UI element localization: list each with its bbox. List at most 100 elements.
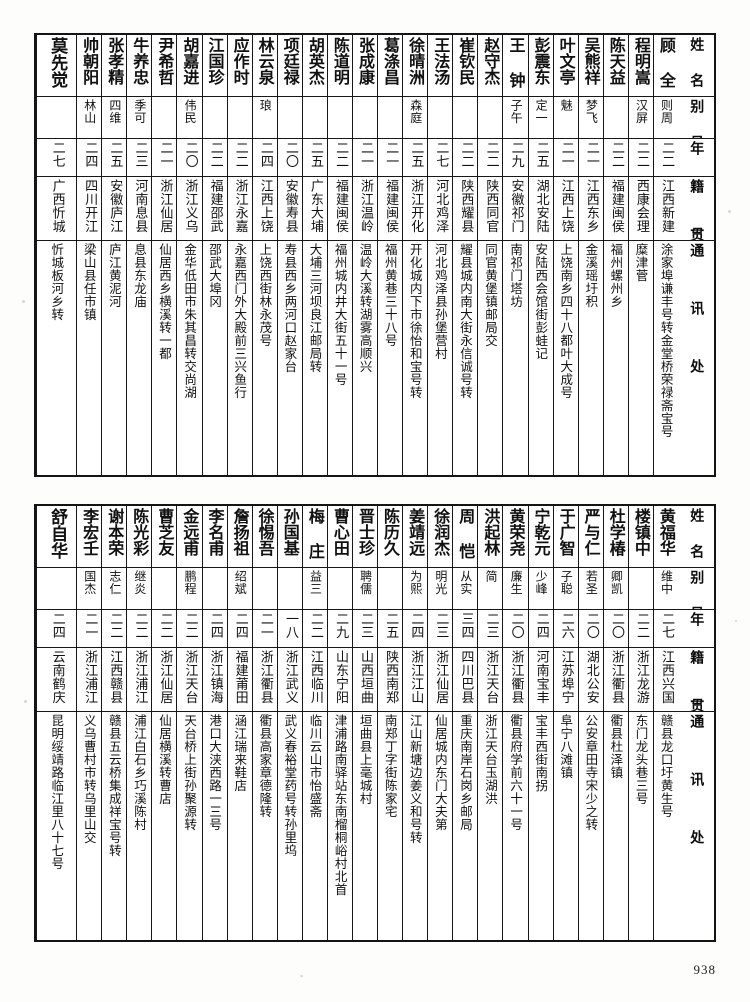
roster-table-top: 姓 名别 号年 龄籍 贯通 讯 处顾 全则周 二二 江西新建 涂家埠谦丰号转金堂桥荣禄… (34, 33, 716, 477)
person-column: 程明嵩 汉屏 二二 西康会理 糜津菅 (627, 35, 653, 475)
cell-origin: 浙江龙游 (628, 648, 653, 712)
text-alias: 卿凯 (609, 570, 624, 595)
text-origin: 福建邵武 (207, 179, 223, 233)
cell-origin: 山西垣曲 (352, 648, 378, 712)
roster-table-bottom: 姓 名别 号年 龄籍 贯通 讯 处黄福华 维中 二七 江西兴国 赣县龙口圩黄生号 楼镇中二… (34, 504, 716, 942)
cell-age: 二六 (553, 610, 578, 648)
cell-age: 二七 (653, 610, 678, 648)
text-alias: 子聪 (559, 570, 574, 595)
cell-address: 赣县五云桥集成祥宝号转 (102, 712, 126, 940)
text-age: 二四 (82, 141, 98, 168)
cell-address: 金溪瑶圩积 (579, 241, 603, 475)
text-age: 二二 (634, 141, 650, 168)
text-name: 楼镇中 (631, 508, 651, 556)
text-alias: 少峰 (534, 570, 549, 595)
cell-age: 二〇 (277, 139, 302, 177)
cell-origin: 浙江浦江 (127, 648, 152, 712)
text-alias: 森庭 (408, 99, 423, 124)
cell-origin: 云南鹤庆 (37, 648, 77, 712)
text-alias: 维中 (659, 570, 674, 595)
field-header-address: 通 讯 处 (678, 241, 714, 475)
cell-name: 宁乾元 (528, 506, 553, 568)
cell-origin: 陕西同官 (478, 177, 503, 241)
cell-age: 二〇 (503, 610, 528, 648)
cell-name: 胡嘉进 (177, 35, 202, 97)
cell-origin: 浙江天台 (177, 648, 202, 712)
cell-address: 耀县城内南大街永信诚号转 (453, 241, 477, 475)
text-age: 二三 (132, 141, 148, 168)
person-column: 徐润杰 明光 二三 浙江仙居 仙居城内东门大夫第 (427, 506, 453, 940)
cell-alias (277, 97, 302, 139)
scan-speckle (300, 975, 303, 977)
text-name: 莫先觉 (47, 37, 68, 88)
cell-name: 李宏壬 (77, 506, 102, 568)
cell-origin: 陕西南郑 (378, 648, 403, 712)
text-age: 二〇 (583, 612, 599, 639)
text-alias: 继炎 (132, 570, 147, 595)
text-name: 胡嘉进 (180, 37, 200, 85)
text-age: 二五 (408, 141, 424, 168)
text-origin: 江西新建 (658, 179, 674, 233)
text-name: 詹扬祖 (230, 508, 250, 556)
text-origin: 江苏埠宁 (558, 650, 574, 704)
cell-age: 二二 (453, 139, 478, 177)
person-column: 牛养忠 季可 二三 河南息县 息县东龙庙 (126, 35, 152, 475)
cell-address: 大埔三河坝良江邮局转 (303, 241, 327, 475)
text-name: 孙国基 (280, 508, 300, 556)
cell-age: 二五 (403, 139, 428, 177)
text-origin: 浙江天台 (182, 650, 198, 704)
cell-name: 詹扬祖 (227, 506, 252, 568)
cell-alias: 子午 (503, 97, 528, 139)
cell-name: 金远甫 (177, 506, 202, 568)
person-column: 姜靖远 为熙 二四 浙江江山 江山新塘边姜义和号转 (402, 506, 428, 940)
cell-age: 二四 (252, 139, 277, 177)
text-name: 张孝精 (105, 37, 125, 85)
cell-age: 二四 (227, 610, 252, 648)
text-age: 二七 (49, 141, 65, 168)
text-origin: 浙江衢县 (257, 650, 273, 704)
cell-age: 二三 (352, 610, 378, 648)
cell-alias: 四维 (102, 97, 127, 139)
cell-alias (603, 97, 628, 139)
cell-name: 赵守杰 (478, 35, 503, 97)
cell-origin: 广西忻城 (37, 177, 77, 241)
cell-alias: 简 (478, 568, 503, 610)
cell-address: 开化城内下市徐怡和宝号转 (403, 241, 427, 475)
cell-alias (378, 97, 403, 139)
cell-address: 衢县府学前六十一号 (503, 712, 527, 940)
text-origin: 陕西耀县 (458, 179, 474, 233)
cell-alias (628, 568, 653, 610)
cell-alias: 从实 (453, 568, 478, 610)
text-name: 曹心田 (330, 508, 350, 556)
text-alias: 若圣 (584, 570, 599, 595)
cell-alias: 子聪 (553, 568, 578, 610)
cell-alias (277, 568, 302, 610)
text-name: 陈天益 (606, 37, 626, 85)
text-address: 浙江天台玉湖洪 (483, 714, 499, 805)
text-address: 宝丰西街南拐 (533, 714, 549, 792)
cell-name: 徐润杰 (428, 506, 453, 568)
text-name: 王 钟 (506, 37, 526, 88)
cell-address: 永嘉西门外大殿前三兴鱼行 (228, 241, 252, 475)
cell-origin: 江西临川 (302, 648, 327, 712)
cell-age: 二二 (227, 139, 252, 177)
person-column: 赵守杰 二二 陕西同官 同官黄堡镇邮局交 (477, 35, 503, 475)
cell-origin: 江西兴国 (653, 648, 678, 712)
cell-alias (478, 97, 503, 139)
cell-name: 孙国基 (277, 506, 302, 568)
cell-address: 河北鸡泽县孙堡营村 (428, 241, 452, 475)
text-age: 二二 (132, 612, 148, 639)
person-column: 胡英杰 二五 广东大埔 大埔三河坝良江邮局转 (301, 35, 327, 475)
text-age: 二一 (383, 141, 399, 168)
text-origin: 广西忻城 (49, 179, 65, 233)
text-name: 尹希哲 (155, 37, 175, 85)
text-name: 崔钦民 (456, 37, 476, 85)
text-origin: 江西临川 (307, 650, 323, 704)
cell-address: 天台桥上街孙聚源转 (177, 712, 201, 940)
person-column: 尹希哲 二一 浙江仙居 仙居西乡横溪转一都 (151, 35, 177, 475)
cell-name: 陈道明 (327, 35, 352, 97)
text-origin: 浙江浦江 (132, 650, 148, 704)
text-name: 李宏壬 (80, 508, 100, 556)
text-age: 二九 (333, 612, 349, 639)
cell-alias: 则周 (653, 97, 678, 139)
